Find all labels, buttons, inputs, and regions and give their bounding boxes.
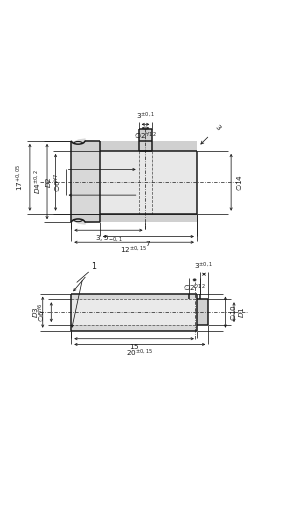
Text: $3,5_{-0,1}$: $3,5_{-0,1}$ <box>95 233 122 243</box>
Polygon shape <box>197 299 208 325</box>
Text: $D1$: $D1$ <box>237 306 246 318</box>
Polygon shape <box>71 299 197 325</box>
Text: $20^{\pm 0,15}$: $20^{\pm 0,15}$ <box>126 347 153 359</box>
Text: $\varnothing 10$: $\varnothing 10$ <box>228 304 238 321</box>
Polygon shape <box>139 129 152 141</box>
Text: $15$: $15$ <box>129 342 139 350</box>
Text: $\varnothing 2^{D12}$: $\varnothing 2^{D12}$ <box>183 283 206 294</box>
Text: $\varnothing 2^{H12}$: $\varnothing 2^{H12}$ <box>134 131 157 142</box>
Polygon shape <box>71 214 100 222</box>
Text: $\varnothing 6^{H7}$: $\varnothing 6^{H7}$ <box>53 172 64 192</box>
Polygon shape <box>71 325 197 331</box>
Text: $3$: $3$ <box>213 122 223 132</box>
Text: $17^{+0,05}$: $17^{+0,05}$ <box>15 164 26 191</box>
Polygon shape <box>100 214 197 222</box>
Text: $3^{\pm 0,1}$: $3^{\pm 0,1}$ <box>194 261 214 272</box>
Polygon shape <box>100 141 139 151</box>
Text: $\varnothing 14$: $\varnothing 14$ <box>234 174 244 191</box>
Polygon shape <box>71 141 100 151</box>
Text: $1$: $1$ <box>91 260 97 271</box>
PathPatch shape <box>71 139 197 225</box>
Polygon shape <box>152 141 197 151</box>
Text: $\varnothing 6^{H6}$: $\varnothing 6^{H6}$ <box>37 302 48 322</box>
Text: $3^{\pm 0,1}$: $3^{\pm 0,1}$ <box>136 111 155 122</box>
Polygon shape <box>71 293 197 331</box>
Text: $12^{\pm 0,15}$: $12^{\pm 0,15}$ <box>120 245 148 256</box>
Polygon shape <box>139 141 152 151</box>
Polygon shape <box>71 293 197 299</box>
Text: $7$: $7$ <box>145 240 151 248</box>
Text: $D2$: $D2$ <box>44 176 53 188</box>
Text: $D3$: $D3$ <box>31 306 40 318</box>
Text: $D4^{\pm 0,2}$: $D4^{\pm 0,2}$ <box>32 169 44 194</box>
Polygon shape <box>100 151 197 214</box>
